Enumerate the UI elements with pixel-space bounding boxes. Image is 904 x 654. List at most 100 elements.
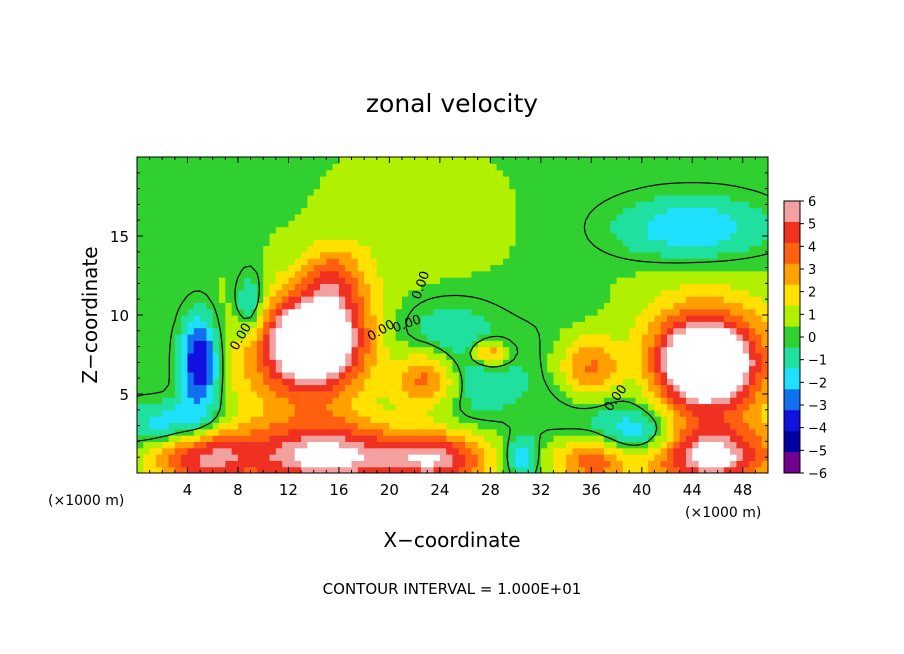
heatmap-cell xyxy=(496,315,504,322)
heatmap-cell xyxy=(749,428,756,436)
heatmap-cell xyxy=(326,352,334,360)
heatmap-cell xyxy=(597,397,605,405)
heatmap-cell xyxy=(433,283,441,291)
heatmap-cell xyxy=(357,258,365,266)
heatmap-cell xyxy=(465,340,473,348)
heatmap-cell xyxy=(547,302,555,310)
heatmap-cell xyxy=(755,258,763,266)
heatmap-cell xyxy=(237,283,245,291)
heatmap-cell xyxy=(376,277,384,284)
heatmap-cell xyxy=(730,346,738,354)
heatmap-cell xyxy=(345,201,353,209)
heatmap-cell xyxy=(402,302,409,310)
heatmap-cell xyxy=(168,466,176,473)
heatmap-cell xyxy=(395,201,403,209)
heatmap-cell xyxy=(206,169,214,177)
heatmap-cell xyxy=(496,403,504,411)
heatmap-cell xyxy=(711,346,719,354)
heatmap-cell xyxy=(269,435,277,442)
heatmap-cell xyxy=(231,163,239,171)
heatmap-cell xyxy=(736,296,744,303)
heatmap-cell xyxy=(711,384,719,392)
heatmap-cell xyxy=(187,251,195,259)
heatmap-cell xyxy=(313,163,321,171)
heatmap-cell xyxy=(389,188,397,196)
heatmap-cell xyxy=(654,378,662,386)
heatmap-cell xyxy=(155,466,163,473)
heatmap-cell xyxy=(301,447,308,455)
heatmap-cell xyxy=(395,182,403,190)
heatmap-cell xyxy=(540,384,548,392)
heatmap-cell xyxy=(307,308,315,316)
heatmap-cell xyxy=(585,213,592,221)
heatmap-cell xyxy=(376,213,384,221)
heatmap-cell xyxy=(528,175,536,183)
heatmap-cell xyxy=(502,403,510,411)
heatmap-cell xyxy=(332,378,340,386)
heatmap-cell xyxy=(603,251,611,259)
heatmap-cell xyxy=(597,289,605,297)
heatmap-cell xyxy=(559,194,567,202)
heatmap-cell xyxy=(509,239,517,247)
heatmap-cell xyxy=(673,321,681,329)
heatmap-cell xyxy=(528,422,536,430)
heatmap-cell xyxy=(269,371,277,379)
heatmap-cell xyxy=(427,340,435,348)
heatmap-cell xyxy=(256,289,264,297)
heatmap-cell xyxy=(458,213,466,221)
heatmap-cell xyxy=(155,157,163,164)
heatmap-cell xyxy=(420,239,428,247)
heatmap-cell xyxy=(212,289,220,297)
heatmap-cell xyxy=(717,194,725,202)
heatmap-cell xyxy=(439,403,447,411)
heatmap-cell xyxy=(357,390,365,398)
heatmap-cell xyxy=(370,283,378,291)
heatmap-cell xyxy=(502,346,510,354)
heatmap-cell xyxy=(452,277,460,284)
heatmap-cell xyxy=(660,283,668,291)
heatmap-cell xyxy=(149,157,157,164)
heatmap-cell xyxy=(490,289,498,297)
heatmap-cell xyxy=(698,454,706,461)
heatmap-cell xyxy=(370,169,378,177)
heatmap-cell xyxy=(155,194,163,202)
heatmap-cell xyxy=(250,327,258,335)
heatmap-cell xyxy=(237,258,245,266)
heatmap-cell xyxy=(540,296,548,303)
heatmap-cell xyxy=(572,289,580,297)
heatmap-cell xyxy=(294,327,302,335)
heatmap-cell xyxy=(433,460,441,468)
heatmap-cell xyxy=(313,409,321,417)
heatmap-cell xyxy=(528,454,536,461)
heatmap-cell xyxy=(648,397,656,405)
heatmap-cell xyxy=(143,302,151,310)
heatmap-cell xyxy=(465,201,473,209)
heatmap-cell xyxy=(704,435,712,442)
heatmap-cell xyxy=(187,277,195,284)
heatmap-cell xyxy=(591,308,599,316)
heatmap-cell xyxy=(446,346,454,354)
heatmap-cell xyxy=(269,182,277,190)
heatmap-cell xyxy=(622,390,630,398)
heatmap-cell xyxy=(667,384,674,392)
heatmap-cell xyxy=(566,296,573,303)
heatmap-cell xyxy=(162,163,170,171)
heatmap-cell xyxy=(162,435,170,442)
heatmap-cell xyxy=(502,359,510,367)
heatmap-cell xyxy=(654,188,662,196)
heatmap-cell xyxy=(654,365,662,373)
heatmap-cell xyxy=(420,270,428,278)
heatmap-cell xyxy=(212,327,220,335)
heatmap-cell xyxy=(723,182,731,190)
heatmap-cell xyxy=(635,289,643,297)
heatmap-cell xyxy=(200,220,208,228)
heatmap-cell xyxy=(692,220,700,228)
heatmap-cell xyxy=(635,315,643,322)
heatmap-cell xyxy=(294,340,302,348)
heatmap-cell xyxy=(654,384,662,392)
heatmap-cell xyxy=(345,397,353,405)
heatmap-cell xyxy=(427,409,435,417)
heatmap-cell xyxy=(231,251,239,259)
heatmap-cell xyxy=(332,220,340,228)
heatmap-cell xyxy=(616,220,624,228)
